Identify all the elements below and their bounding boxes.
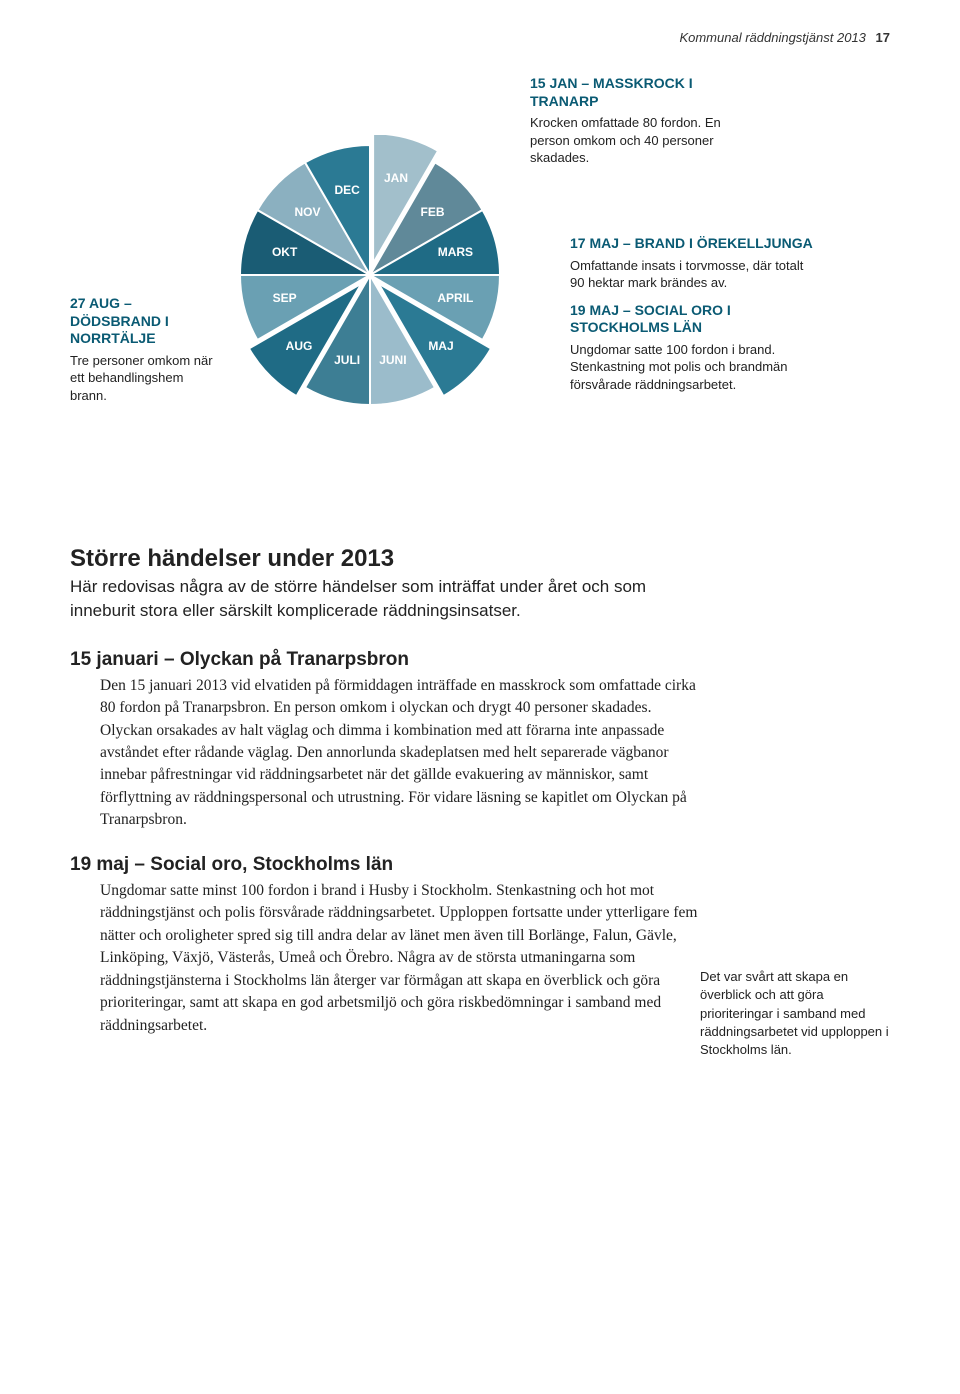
callout-aug: 27 AUG – DÖDSBRAND I NORRTÄLJE Tre perso…: [70, 295, 220, 414]
event-body: Den 15 januari 2013 vid elvatiden på för…: [100, 675, 700, 832]
section-intro: Här redovisas några av de större händels…: [70, 575, 700, 623]
callout-may2-title: 19 MAJ – SOCIAL ORO I STOCKHOLMS LÄN: [570, 302, 820, 337]
callout-jan: 15 JAN – MASSKROCK I TRANARP Krocken omf…: [530, 75, 760, 177]
callout-may1-title: 17 MAJ – BRAND I ÖREKELLJUNGA: [570, 235, 820, 253]
section-title: Större händelser under 2013: [70, 545, 890, 573]
header-title: Kommunal räddningstjänst 2013: [679, 30, 865, 45]
callout-may: 17 MAJ – BRAND I ÖREKELLJUNGA Omfattande…: [570, 235, 820, 403]
pie-chart: JANFEBMARSAPRILMAJJUNIJULIAUGSEPOKTNOVDE…: [230, 135, 510, 415]
event-title: 15 januari – Olyckan på Tranarpsbron: [70, 649, 890, 671]
page-header: Kommunal räddningstjänst 2013 17: [70, 30, 890, 45]
body-text: Större händelser under 2013 Här redovisa…: [70, 545, 890, 1037]
page-number: 17: [876, 30, 890, 45]
callout-jan-title: 15 JAN – MASSKROCK I TRANARP: [530, 75, 760, 110]
event-body: Ungdomar satte minst 100 fordon i brand …: [100, 880, 700, 1037]
callout-jan-body: Krocken omfattade 80 fordon. En person o…: [530, 114, 760, 167]
sidebar-note: Det var svårt att skapa en överblick och…: [700, 968, 890, 1059]
infographic-region: 15 JAN – MASSKROCK I TRANARP Krocken omf…: [70, 75, 890, 515]
event-title: 19 maj – Social oro, Stockholms län: [70, 854, 890, 876]
callout-may2-body: Ungdomar satte 100 fordon i brand. Stenk…: [570, 341, 820, 394]
callout-may1-body: Omfattande insats i torvmosse, där total…: [570, 257, 820, 292]
callout-aug-title: 27 AUG – DÖDSBRAND I NORRTÄLJE: [70, 295, 220, 348]
event-block: 15 januari – Olyckan på Tranarpsbron Den…: [70, 649, 890, 832]
callout-aug-body: Tre personer omkom när ett behandlingshe…: [70, 352, 220, 405]
